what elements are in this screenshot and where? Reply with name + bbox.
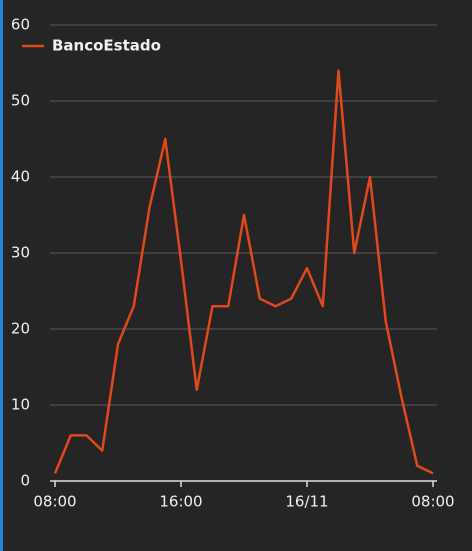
x-tick-label: 08:00: [411, 493, 454, 511]
legend-label: BancoEstado: [52, 37, 161, 55]
y-tick-label: 60: [11, 16, 30, 34]
line-series: [53, 69, 434, 475]
y-tick-label: 40: [11, 168, 30, 186]
y-tick-label: 20: [11, 320, 30, 338]
y-tick-label: 50: [11, 92, 30, 110]
x-tick-label: 16:00: [159, 493, 202, 511]
x-tick-label: 16/11: [285, 493, 328, 511]
side-stripe: [0, 0, 3, 551]
y-tick-label: 0: [20, 472, 30, 490]
y-tick-label: 30: [11, 244, 30, 262]
x-tick-label: 08:00: [33, 493, 76, 511]
y-tick-label: 10: [11, 396, 30, 414]
